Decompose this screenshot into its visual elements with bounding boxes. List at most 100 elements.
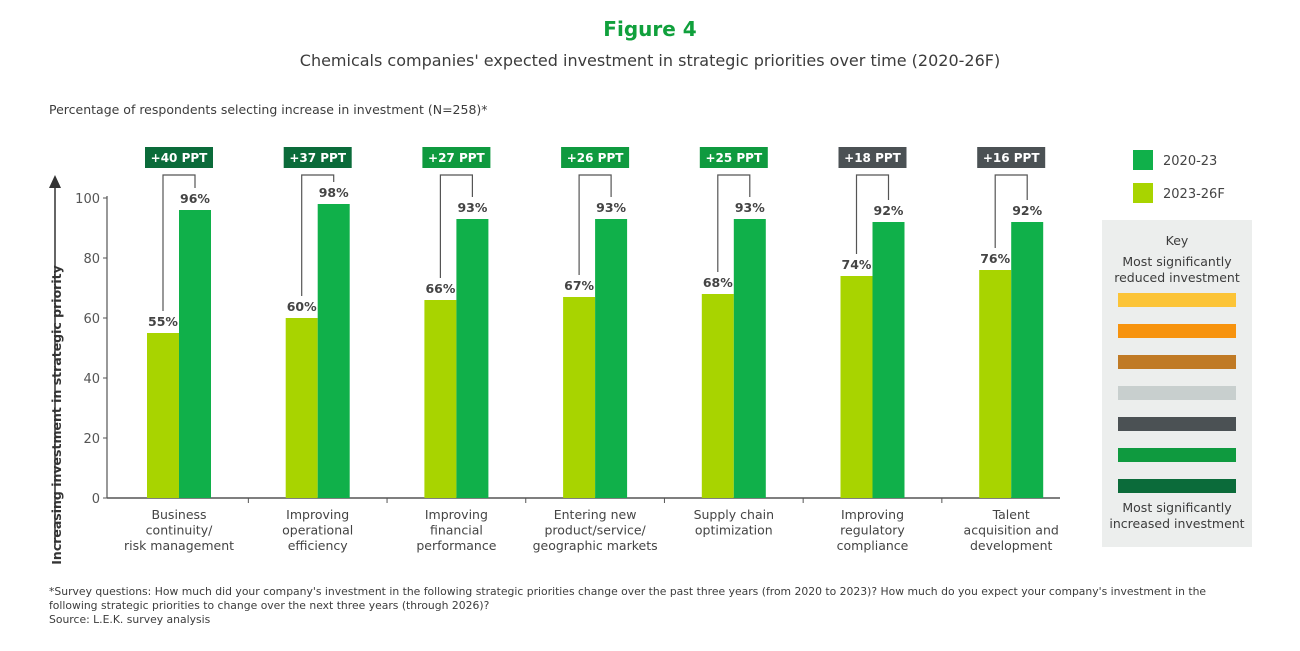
legend-label: 2023-26F bbox=[1163, 187, 1225, 202]
bar-2023-26F bbox=[424, 300, 457, 498]
key-swatch bbox=[1118, 448, 1236, 462]
legend-swatch bbox=[1133, 150, 1153, 170]
y-tick-label: 40 bbox=[83, 372, 100, 387]
x-tick-label: Business bbox=[151, 507, 206, 522]
legend-swatch bbox=[1133, 183, 1153, 203]
y-tick-label: 80 bbox=[83, 252, 100, 267]
bar-2020-23 bbox=[733, 219, 766, 498]
key-swatch bbox=[1118, 386, 1236, 400]
key-panel: Key Most significantly reduced investmen… bbox=[1102, 220, 1252, 547]
change-badge-label: +26 PPT bbox=[567, 151, 625, 165]
legend-label: 2020-23 bbox=[1163, 154, 1217, 169]
change-bracket bbox=[994, 174, 1028, 248]
data-label: 93% bbox=[457, 200, 487, 215]
change-badge bbox=[422, 147, 491, 168]
change-badge-label: +37 PPT bbox=[289, 151, 347, 165]
x-tick-label: risk management bbox=[124, 538, 234, 553]
key-swatch bbox=[1118, 324, 1236, 338]
change-bracket bbox=[717, 174, 751, 272]
x-tick-label: regulatory bbox=[840, 523, 905, 538]
data-label: 93% bbox=[735, 200, 765, 215]
footnote-text: *Survey questions: How much did your com… bbox=[49, 585, 1207, 612]
x-tick-label: Supply chain bbox=[694, 507, 774, 522]
x-tick-label: compliance bbox=[837, 538, 909, 553]
x-tick-label: continuity/ bbox=[146, 523, 213, 538]
change-bracket bbox=[855, 174, 890, 254]
key-top-label: Most significantly reduced investment bbox=[1114, 254, 1240, 285]
chart-note: Percentage of respondents selecting incr… bbox=[49, 102, 488, 117]
data-label: 67% bbox=[564, 278, 594, 293]
data-label: 66% bbox=[425, 281, 455, 296]
change-badge bbox=[838, 147, 907, 168]
change-bracket bbox=[301, 174, 335, 296]
bar-2020-23 bbox=[179, 210, 211, 498]
y-tick-label: 20 bbox=[83, 432, 100, 447]
change-badge-label: +16 PPT bbox=[983, 151, 1041, 165]
x-tick-label: acquisition and bbox=[964, 523, 1059, 538]
source-text: Source: L.E.K. survey analysis bbox=[49, 613, 211, 626]
data-label: 96% bbox=[180, 191, 210, 206]
change-bracket bbox=[578, 174, 612, 275]
bar-2023-26F bbox=[840, 276, 873, 498]
change-badge bbox=[561, 147, 630, 168]
bar-2020-23 bbox=[595, 219, 628, 498]
change-badge bbox=[145, 147, 213, 168]
bar-2020-23 bbox=[872, 222, 905, 498]
change-badge bbox=[699, 147, 768, 168]
x-tick-label: performance bbox=[416, 538, 496, 553]
change-bracket bbox=[162, 174, 196, 311]
data-label: 92% bbox=[1012, 203, 1042, 218]
bar-2023-26F bbox=[285, 318, 318, 498]
figure-subtitle: Chemicals companies' expected investment… bbox=[299, 51, 1001, 70]
change-badge-label: +27 PPT bbox=[428, 151, 486, 165]
key-title: Key bbox=[1165, 233, 1189, 248]
key-bottom-label: Most significantly increased investment bbox=[1109, 500, 1245, 531]
x-tick-label: operational bbox=[282, 523, 353, 538]
x-tick-label: Entering new bbox=[554, 507, 637, 522]
x-tick-label: efficiency bbox=[288, 538, 349, 553]
data-label: 92% bbox=[874, 203, 904, 218]
change-badge-label: +25 PPT bbox=[705, 151, 763, 165]
y-tick-label: 100 bbox=[75, 192, 100, 207]
y-axis-label: Increasing investment in strategic prior… bbox=[49, 265, 64, 564]
x-tick-label: optimization bbox=[695, 523, 773, 538]
x-tick-label: Improving bbox=[425, 507, 488, 522]
bar-2020-23 bbox=[456, 219, 489, 498]
x-tick-label: product/service/ bbox=[544, 523, 646, 538]
bar-2023-26F bbox=[563, 297, 596, 498]
bar-2023-26F bbox=[979, 270, 1012, 498]
bar-2020-23 bbox=[317, 204, 350, 498]
data-label: 60% bbox=[287, 299, 317, 314]
x-tick-label: development bbox=[970, 538, 1053, 553]
x-tick-label: geographic markets bbox=[533, 538, 658, 553]
data-label: 74% bbox=[842, 257, 872, 272]
key-swatch bbox=[1118, 417, 1236, 431]
key-swatch bbox=[1118, 355, 1236, 369]
change-badge-label: +18 PPT bbox=[844, 151, 902, 165]
arrow-head-icon bbox=[49, 175, 61, 188]
change-badge bbox=[977, 147, 1046, 168]
bar-2020-23 bbox=[1011, 222, 1044, 498]
bar-2023-26F bbox=[701, 294, 734, 498]
y-tick-label: 0 bbox=[92, 492, 100, 507]
key-swatch bbox=[1118, 293, 1236, 307]
x-tick-label: Improving bbox=[286, 507, 349, 522]
x-tick-label: Improving bbox=[841, 507, 904, 522]
data-label: 98% bbox=[319, 185, 349, 200]
data-label: 55% bbox=[148, 314, 178, 329]
data-label: 93% bbox=[596, 200, 626, 215]
x-tick-label: financial bbox=[430, 523, 483, 538]
change-bracket bbox=[439, 174, 473, 278]
key-swatch bbox=[1118, 479, 1236, 493]
y-tick-label: 60 bbox=[83, 312, 100, 327]
bar-2023-26F bbox=[147, 333, 179, 498]
data-label: 68% bbox=[703, 275, 733, 290]
data-label: 76% bbox=[980, 251, 1010, 266]
change-badge-label: +40 PPT bbox=[151, 151, 209, 165]
footnote: *Survey questions: How much did your com… bbox=[49, 585, 1249, 627]
x-tick-label: Talent bbox=[992, 507, 1030, 522]
figure-title: Figure 4 bbox=[603, 17, 697, 41]
change-badge bbox=[283, 147, 352, 168]
